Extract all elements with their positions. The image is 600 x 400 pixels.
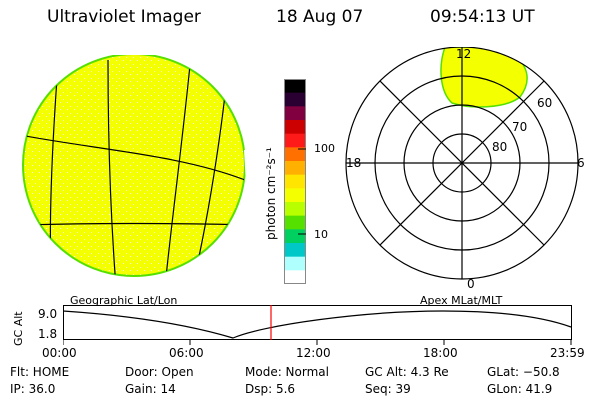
colorbar-band [284,229,306,244]
time-tick-0600: 06:00 [169,346,204,360]
mlt-label-12: 12 [456,47,472,61]
altitude-ylabel: GC Alt [12,311,25,346]
colorbar-band [284,270,306,284]
status-seq: Seq: 39 [365,382,411,396]
mlt-label-6: 6 [577,156,585,170]
mlat-label-80: 80 [492,140,508,154]
disk-edge-glint [244,149,248,186]
image-texture [24,55,244,275]
geographic-image-panel [22,55,248,277]
status-gain: Gain: 14 [125,382,176,396]
status-glon: GLon: 41.9 [487,382,553,396]
time-label: 09:54:13 UT [430,7,535,27]
polar-plot [345,47,579,280]
time-tick-0000: 00:00 [42,346,77,360]
status-flt: Flt: HOME [10,365,70,379]
altitude-ytick-low: 1.8 [38,327,58,341]
colorbar-band [284,161,306,176]
colorbar-band [284,256,306,271]
status-glat: GLat: −50.8 [487,365,560,379]
colorbar-band [284,120,306,135]
colorbar [284,79,306,284]
mlat-label-70: 70 [512,120,528,134]
altitude-ytick-high: 9.0 [38,307,58,321]
status-ip: IP: 36.0 [10,382,56,396]
instrument-title: Ultraviolet Imager [47,7,201,27]
status-mode: Mode: Normal [245,365,329,379]
time-tick-1800: 18:00 [423,346,458,360]
colorbar-band [284,188,306,203]
mlt-label-18: 18 [346,156,362,170]
colorbar-unit-label: photon cm⁻²s⁻¹ [264,147,278,240]
right-panel-caption: Apex MLat/MLT [420,294,503,307]
colorbar-band [284,243,306,258]
colorbar-band [284,174,306,189]
polar-grid [345,47,579,280]
status-door: Door: Open [125,365,194,379]
date-label: 18 Aug 07 [276,7,364,27]
colorbar-tick-100: 100 [314,142,335,155]
colorbar-band [284,106,306,121]
colorbar-band [284,79,306,94]
colorbar-band [284,202,306,217]
colorbar-band [284,215,306,230]
status-dsp: Dsp: 5.6 [245,382,296,396]
altitude-curve [63,310,572,339]
colorbar-band [284,133,306,148]
mlt-label-0: 0 [467,277,475,291]
colorbar-band [284,92,306,107]
status-gcalt: GC Alt: 4.3 Re [365,365,449,379]
altitude-plot [63,305,572,345]
mlat-label-60: 60 [537,96,553,110]
time-tick-1200: 12:00 [296,346,331,360]
left-panel-caption: Geographic Lat/Lon [70,294,178,307]
colorbar-band [284,147,306,162]
time-tick-2359: 23:59 [550,346,585,360]
colorbar-tick-10: 10 [314,228,328,241]
